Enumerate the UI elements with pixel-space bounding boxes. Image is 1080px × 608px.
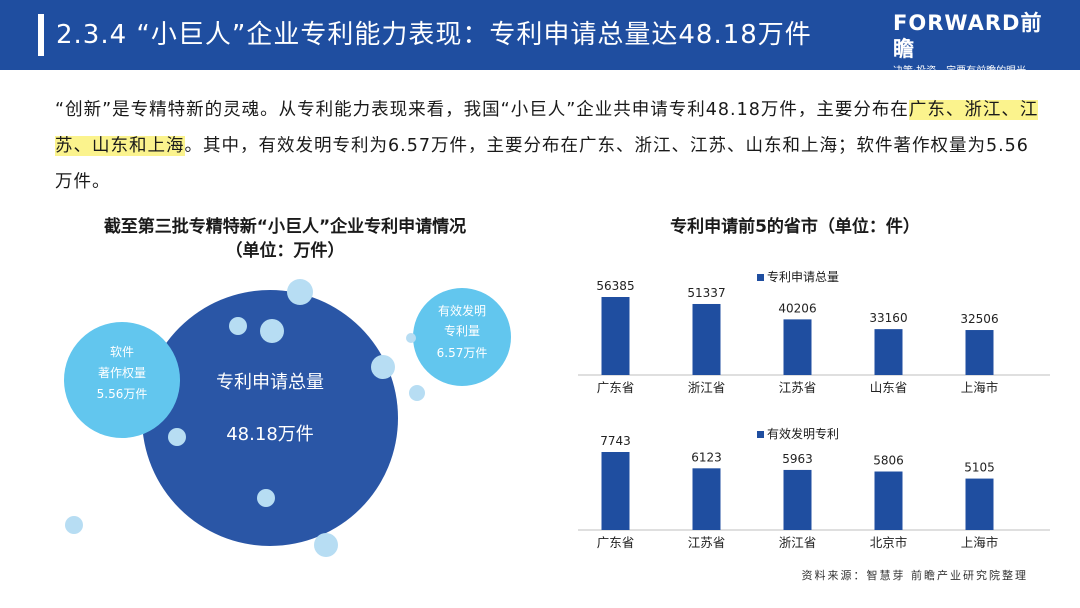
data-label: 6123: [691, 450, 722, 464]
bubble-label: 有效发明: [438, 303, 486, 318]
tick-label: 上海市: [961, 380, 999, 395]
brand-name: FORWARD前瞻: [893, 11, 1043, 61]
bubble-label: 专利量: [444, 323, 480, 338]
bar: [601, 452, 630, 530]
bubble-label: 著作权量: [98, 366, 146, 380]
data-label: 7743: [600, 434, 631, 448]
bubble-label: 专利申请总量: [216, 372, 324, 393]
data-label: 33160: [869, 311, 907, 325]
bar: [783, 469, 812, 530]
bar-chart-total: 56385 广东省 51337 浙江省 40206 江苏省 33160 山东省 32506 上海市: [578, 279, 1050, 395]
bar: [874, 329, 903, 375]
bubble-label: 6.57万件: [437, 346, 488, 360]
data-label: 32506: [960, 312, 998, 326]
header-bar: 2.3.4 “小巨人”企业专利能力表现：专利申请总量达48.18万件 FORWA…: [0, 0, 1080, 77]
bar: [783, 319, 812, 375]
tick-label: 广东省: [597, 380, 635, 395]
tick-label: 浙江省: [688, 380, 726, 395]
bar: [601, 297, 630, 375]
decor-dot: [260, 319, 284, 343]
bubble-label: 48.18万件: [226, 424, 314, 445]
data-label: 5806: [873, 454, 904, 468]
bubble-label: 软件: [110, 345, 134, 359]
bar: [874, 471, 903, 530]
tick-label: 浙江省: [779, 535, 817, 550]
decor-dot: [229, 317, 247, 335]
data-label: 51337: [687, 286, 725, 300]
legend-total-label: 专利申请总量: [767, 270, 840, 284]
bubble-0: [142, 290, 398, 546]
legend-invention-label: 有效发明专利: [767, 427, 840, 441]
data-label: 5105: [964, 461, 995, 475]
bubble-label: 5.56万件: [97, 387, 148, 401]
bar: [692, 468, 721, 530]
page-title: 2.3.4 “小巨人”企业专利能力表现：专利申请总量达48.18万件: [56, 20, 812, 50]
bubble-chart-title-line2: （单位：万件）: [225, 241, 345, 261]
tick-label: 江苏省: [688, 535, 726, 550]
tick-label: 广东省: [597, 535, 635, 550]
tick-label: 山东省: [870, 380, 908, 395]
title-marker: [38, 14, 44, 56]
bubble-1: [413, 288, 511, 386]
bar: [965, 330, 994, 375]
legend-swatch: [757, 431, 764, 438]
decor-dot: [371, 355, 395, 379]
decor-dot: [406, 333, 416, 343]
bar: [965, 478, 994, 530]
bar-chart-invention: 7743 广东省 6123 江苏省 5963 浙江省 5806 北京市 5105 上海市: [578, 434, 1050, 550]
bubble-2: [64, 322, 180, 438]
source-note: 资料来源：智慧芽 前瞻产业研究院整理: [801, 569, 1028, 582]
legend-total: 专利申请总量: [757, 270, 839, 284]
decor-dot: [168, 428, 186, 446]
data-label: 56385: [596, 279, 634, 293]
tick-label: 上海市: [961, 535, 999, 550]
bar: [692, 303, 721, 375]
intro-paragraph: “创新”是专精特新的灵魂。从专利能力表现来看，我国“小巨人”企业共申请专利48.…: [55, 92, 1040, 200]
bubble-chart-title-line1: 截至第三批专精特新“小巨人”企业专利申请情况: [103, 217, 467, 237]
bar-chart-title: 专利申请前5的省市（单位：件）: [670, 217, 920, 237]
brand-slogan: 决策·投资—定要有前瞻的眼光: [893, 66, 1027, 77]
legend-swatch: [757, 274, 764, 281]
bubble-chart-title: 截至第三批专精特新“小巨人”企业专利申请情况 （单位：万件）: [50, 215, 520, 263]
data-label: 5963: [782, 452, 813, 466]
tick-label: 江苏省: [779, 380, 817, 395]
brand-logo: FORWARD前瞻 决策·投资—定要有前瞻的眼光: [893, 10, 1063, 80]
legend-invention: 有效发明专利: [757, 427, 839, 441]
decor-dot: [287, 279, 313, 305]
decor-dot: [409, 385, 425, 401]
decor-dot: [314, 533, 338, 557]
decor-dot: [257, 489, 275, 507]
intro-text-1: “创新”是专精特新的灵魂。从专利能力表现来看，我国“小巨人”企业共申请专利48.…: [55, 100, 909, 120]
intro-text-2: 。其中，有效发明专利为6.57万件，主要分布在广东、浙江、江苏、山东和上海；软件…: [55, 136, 1029, 192]
tick-label: 北京市: [870, 535, 908, 550]
data-label: 40206: [778, 301, 816, 315]
decor-dot: [65, 516, 83, 534]
